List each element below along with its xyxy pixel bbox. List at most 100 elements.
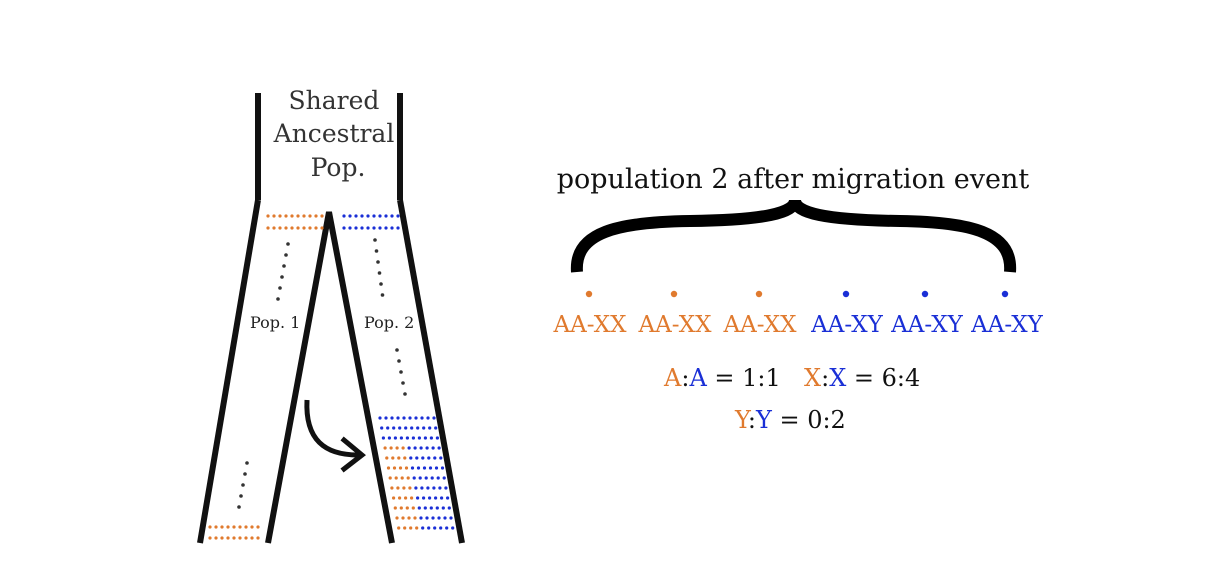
lineage-dot-pop1 bbox=[286, 242, 290, 246]
allele-dot-pop1-top bbox=[284, 214, 288, 218]
allele-dot-pop2-admixed bbox=[408, 416, 412, 420]
allele-dot-pop1-top bbox=[290, 214, 294, 218]
allele-dot-pop1-bottom bbox=[226, 536, 230, 540]
allele-dot-pop2-admixed bbox=[419, 516, 423, 520]
individual-dot bbox=[585, 290, 593, 298]
allele-dot-pop2-admixed bbox=[432, 416, 436, 420]
allele-dot-pop2-admixed bbox=[390, 486, 394, 490]
allele-dot-pop2-top bbox=[384, 226, 388, 230]
allele-dot-pop2-admixed bbox=[406, 476, 410, 480]
allele-dot-pop2-admixed bbox=[444, 486, 448, 490]
allele-dot-pop2-admixed bbox=[398, 466, 403, 470]
pop2-label: Pop. 2 bbox=[364, 313, 415, 332]
allele-dot-pop2-top bbox=[396, 226, 400, 230]
allele-dots bbox=[208, 214, 455, 540]
allele-dot-pop2-admixed bbox=[402, 416, 406, 420]
pop1-outer-wall bbox=[197, 199, 261, 544]
allele-dot-pop2-admixed bbox=[392, 496, 396, 500]
allele-dot-pop2-admixed bbox=[418, 476, 422, 480]
lineage-dot-pop1-lower bbox=[239, 494, 243, 498]
allele-dot-pop2-admixed bbox=[433, 526, 437, 530]
allele-dot-pop2-admixed bbox=[398, 496, 402, 500]
lineage-dot-pop1 bbox=[282, 264, 286, 268]
allele-dot-pop2-admixed bbox=[437, 446, 441, 450]
lineage-dot-pop1-lower bbox=[237, 505, 241, 509]
allele-dot-pop2-admixed bbox=[402, 486, 406, 490]
allele-dot-pop2-admixed bbox=[403, 526, 407, 530]
allele-dot-pop2-admixed bbox=[392, 426, 396, 430]
allele-dot-pop2-admixed bbox=[426, 486, 430, 490]
allele-dot-pop2-admixed bbox=[423, 506, 427, 510]
allele-dot-pop2-admixed bbox=[397, 456, 401, 460]
allele-dot-pop2-admixed bbox=[451, 526, 455, 530]
allele-dot-pop1-top bbox=[308, 214, 312, 218]
allele-dot-pop1-top bbox=[272, 214, 276, 218]
allele-dot-pop1-bottom bbox=[214, 525, 218, 529]
ratio-y: Y:Y = 0:2 bbox=[735, 408, 846, 432]
allele-dot-pop2-admixed bbox=[416, 426, 420, 430]
allele-dot-pop1-bottom bbox=[238, 536, 242, 540]
allele-dot-pop2-admixed bbox=[415, 456, 419, 460]
allele-dot-pop2-admixed bbox=[415, 526, 419, 530]
lineage-dot-pop2 bbox=[379, 282, 383, 286]
allele-dot-pop2-admixed bbox=[428, 496, 432, 500]
allele-dot-pop2-admixed bbox=[422, 426, 426, 430]
allele-dot-pop1-bottom bbox=[220, 536, 224, 540]
allele-dot-pop1-bottom bbox=[256, 536, 260, 540]
allele-dot-pop2-admixed bbox=[394, 476, 398, 480]
allele-dot-pop2-admixed bbox=[405, 436, 409, 440]
ratio-x-first: X bbox=[804, 364, 822, 392]
allele-dot-pop2-admixed bbox=[442, 476, 446, 480]
allele-dot-pop2-admixed bbox=[392, 466, 397, 470]
allele-dot-pop1-top bbox=[290, 226, 294, 230]
allele-dot-pop2-top bbox=[348, 214, 352, 218]
allele-dot-pop1-top bbox=[296, 226, 300, 230]
lineage-dot-pop2-lower bbox=[395, 348, 399, 352]
allele-dot-pop2-admixed bbox=[378, 416, 382, 420]
allele-dot-pop2-admixed bbox=[434, 466, 439, 470]
allele-dot-pop2-admixed bbox=[432, 486, 436, 490]
migration-arrow-icon bbox=[304, 399, 359, 458]
allele-dot-pop1-top bbox=[314, 226, 318, 230]
allele-dot-pop2-admixed bbox=[417, 436, 421, 440]
allele-dot-pop2-top bbox=[360, 226, 364, 230]
allele-dot-pop1-bottom bbox=[226, 525, 230, 529]
ancestral-label-line-1: Shared bbox=[288, 86, 380, 115]
individual-dot bbox=[921, 290, 929, 298]
curly-brace bbox=[570, 198, 1017, 273]
allele-dot-pop2-admixed bbox=[383, 446, 387, 450]
allele-dot-pop2-top bbox=[390, 214, 394, 218]
pop1-label: Pop. 1 bbox=[250, 313, 301, 332]
allele-dot-pop2-admixed bbox=[393, 436, 397, 440]
allele-dot-pop2-admixed bbox=[413, 516, 417, 520]
lineage-dot-pop1-lower bbox=[243, 472, 247, 476]
ratio-a: A:A = 1:1 bbox=[664, 366, 781, 390]
panel-title: population 2 after migration event bbox=[556, 164, 1030, 195]
allele-dot-pop2-admixed bbox=[407, 446, 411, 450]
pop2-outer-wall bbox=[397, 199, 465, 544]
allele-dot-pop1-top bbox=[302, 226, 306, 230]
allele-dot-pop2-admixed bbox=[431, 446, 435, 450]
allele-dot-pop2-admixed bbox=[431, 516, 435, 520]
allele-dot-pop2-admixed bbox=[438, 486, 442, 490]
allele-dot-pop1-top bbox=[314, 214, 318, 218]
lineage-dot-pop1 bbox=[276, 297, 280, 301]
allele-dot-pop2-admixed bbox=[380, 426, 384, 430]
lineage-dot-pop2 bbox=[373, 238, 377, 242]
allele-dot-pop1-bottom bbox=[256, 525, 260, 529]
allele-dot-pop2-admixed bbox=[443, 516, 447, 520]
allele-dot-pop1-bottom bbox=[220, 525, 224, 529]
genotype-label-3: AA-XX bbox=[723, 312, 797, 338]
allele-dot-pop1-top bbox=[296, 214, 300, 218]
allele-dot-pop2-top bbox=[366, 214, 370, 218]
allele-dot-pop2-admixed bbox=[398, 426, 402, 430]
allele-dot-pop1-top bbox=[302, 214, 306, 218]
allele-dot-pop2-admixed bbox=[436, 476, 440, 480]
allele-dot-pop2-top bbox=[354, 226, 358, 230]
allele-dot-pop2-admixed bbox=[423, 436, 427, 440]
allele-dot-pop2-admixed bbox=[447, 506, 451, 510]
allele-dot-pop2-admixed bbox=[403, 456, 407, 460]
allele-dot-pop2-admixed bbox=[410, 496, 414, 500]
allele-dot-pop2-admixed bbox=[449, 516, 453, 520]
ratio-y-second: Y bbox=[755, 406, 772, 434]
